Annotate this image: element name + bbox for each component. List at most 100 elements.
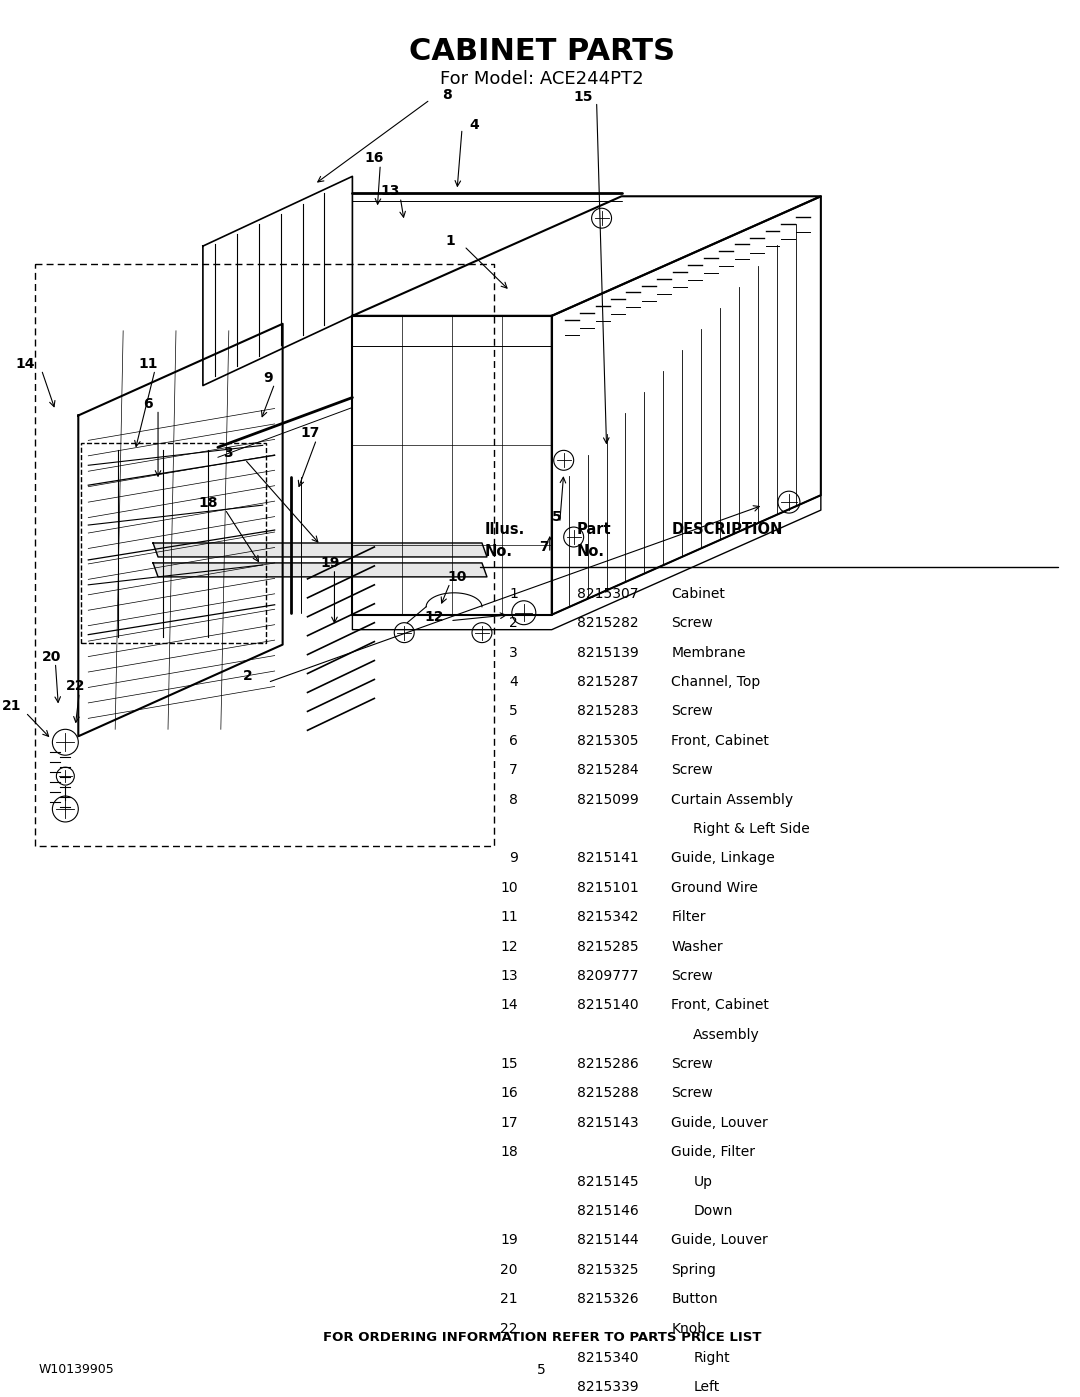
- Text: 8215141: 8215141: [577, 851, 638, 865]
- Text: Screw: Screw: [672, 1087, 713, 1101]
- Text: 21: 21: [500, 1292, 517, 1306]
- Text: 19: 19: [321, 556, 340, 570]
- Text: 16: 16: [500, 1087, 517, 1101]
- Text: 3: 3: [509, 645, 517, 659]
- Text: Guide, Filter: Guide, Filter: [672, 1146, 755, 1160]
- Text: 1: 1: [509, 587, 517, 601]
- Text: 8215307: 8215307: [577, 587, 638, 601]
- Text: 4: 4: [509, 675, 517, 689]
- Text: Button: Button: [672, 1292, 718, 1306]
- Polygon shape: [153, 543, 487, 557]
- Text: Knob: Knob: [672, 1322, 706, 1336]
- Text: 8215287: 8215287: [577, 675, 638, 689]
- Text: 19: 19: [500, 1234, 517, 1248]
- Text: 8215099: 8215099: [577, 792, 638, 806]
- Text: 2: 2: [243, 669, 253, 683]
- Text: 8215342: 8215342: [577, 909, 638, 925]
- Text: 8215339: 8215339: [577, 1380, 638, 1394]
- Text: 8215140: 8215140: [577, 999, 638, 1013]
- Text: 21: 21: [2, 700, 22, 714]
- Text: 7: 7: [539, 541, 549, 555]
- Text: 8215282: 8215282: [577, 616, 638, 630]
- Text: No.: No.: [485, 543, 513, 559]
- Text: 13: 13: [380, 184, 400, 198]
- Text: 10: 10: [447, 570, 467, 584]
- Text: 11: 11: [138, 356, 158, 370]
- Text: FOR ORDERING INFORMATION REFER TO PARTS PRICE LIST: FOR ORDERING INFORMATION REFER TO PARTS …: [323, 1330, 761, 1344]
- Text: Down: Down: [693, 1204, 732, 1218]
- Text: 14: 14: [500, 999, 517, 1013]
- Text: 8215139: 8215139: [577, 645, 638, 659]
- Text: 9: 9: [509, 851, 517, 865]
- Text: Filter: Filter: [672, 909, 706, 925]
- Text: Guide, Linkage: Guide, Linkage: [672, 851, 775, 865]
- Text: Screw: Screw: [672, 970, 713, 983]
- Text: 6: 6: [509, 733, 517, 747]
- Text: 8215101: 8215101: [577, 880, 638, 894]
- Text: Channel, Top: Channel, Top: [672, 675, 760, 689]
- Text: Membrane: Membrane: [672, 645, 746, 659]
- Text: 1: 1: [445, 235, 455, 249]
- Text: Up: Up: [693, 1175, 713, 1189]
- Text: Part: Part: [577, 522, 611, 536]
- Text: 8215340: 8215340: [577, 1351, 638, 1365]
- Text: 22: 22: [66, 679, 85, 693]
- Text: 8215144: 8215144: [577, 1234, 638, 1248]
- Text: 8215283: 8215283: [577, 704, 638, 718]
- Text: 8215286: 8215286: [577, 1058, 638, 1071]
- Text: Right: Right: [693, 1351, 730, 1365]
- Text: Curtain Assembly: Curtain Assembly: [672, 792, 794, 806]
- Text: 11: 11: [500, 909, 517, 925]
- Text: 8215305: 8215305: [577, 733, 638, 747]
- Text: 6: 6: [144, 397, 153, 411]
- Text: Screw: Screw: [672, 704, 713, 718]
- Text: For Model: ACE244PT2: For Model: ACE244PT2: [440, 70, 644, 88]
- Text: 20: 20: [500, 1263, 517, 1277]
- Text: 8215146: 8215146: [577, 1204, 638, 1218]
- Text: Washer: Washer: [672, 940, 723, 954]
- Text: 18: 18: [500, 1146, 517, 1160]
- Text: Spring: Spring: [672, 1263, 716, 1277]
- Text: 2: 2: [509, 616, 517, 630]
- Text: 18: 18: [198, 496, 218, 510]
- Text: 5: 5: [538, 1363, 546, 1377]
- Text: 8: 8: [442, 88, 451, 102]
- Text: 8215326: 8215326: [577, 1292, 638, 1306]
- Text: 15: 15: [500, 1058, 517, 1071]
- Text: Right & Left Side: Right & Left Side: [693, 821, 810, 835]
- Text: 8215143: 8215143: [577, 1116, 638, 1130]
- Text: W10139905: W10139905: [39, 1363, 114, 1376]
- Text: Ground Wire: Ground Wire: [672, 880, 758, 894]
- Text: 8215145: 8215145: [577, 1175, 638, 1189]
- Bar: [81, 443, 266, 643]
- Text: Guide, Louver: Guide, Louver: [672, 1116, 768, 1130]
- Text: 8: 8: [509, 792, 517, 806]
- Text: 8209777: 8209777: [577, 970, 638, 983]
- Text: Guide, Louver: Guide, Louver: [672, 1234, 768, 1248]
- Text: Screw: Screw: [672, 763, 713, 777]
- Text: 20: 20: [42, 650, 62, 664]
- Text: 12: 12: [424, 609, 444, 623]
- Text: 5: 5: [552, 510, 562, 524]
- Text: 3: 3: [222, 446, 232, 461]
- Text: 14: 14: [16, 356, 36, 370]
- Text: 9: 9: [262, 370, 272, 384]
- Text: 8215325: 8215325: [577, 1263, 638, 1277]
- Text: 16: 16: [365, 151, 384, 165]
- Text: 10: 10: [500, 880, 517, 894]
- Text: 8215284: 8215284: [577, 763, 638, 777]
- Text: 15: 15: [573, 89, 593, 103]
- Text: Illus.: Illus.: [485, 522, 525, 536]
- Text: 7: 7: [509, 763, 517, 777]
- Text: 8215288: 8215288: [577, 1087, 638, 1101]
- Text: Front, Cabinet: Front, Cabinet: [672, 999, 769, 1013]
- Text: Cabinet: Cabinet: [672, 587, 726, 601]
- Text: No.: No.: [577, 543, 605, 559]
- Text: 22: 22: [500, 1322, 517, 1336]
- Text: 8215285: 8215285: [577, 940, 638, 954]
- Text: DESCRIPTION: DESCRIPTION: [672, 522, 783, 536]
- Text: 17: 17: [301, 426, 321, 440]
- Text: CABINET PARTS: CABINET PARTS: [408, 38, 675, 66]
- Text: Front, Cabinet: Front, Cabinet: [672, 733, 769, 747]
- Text: 4: 4: [469, 117, 478, 131]
